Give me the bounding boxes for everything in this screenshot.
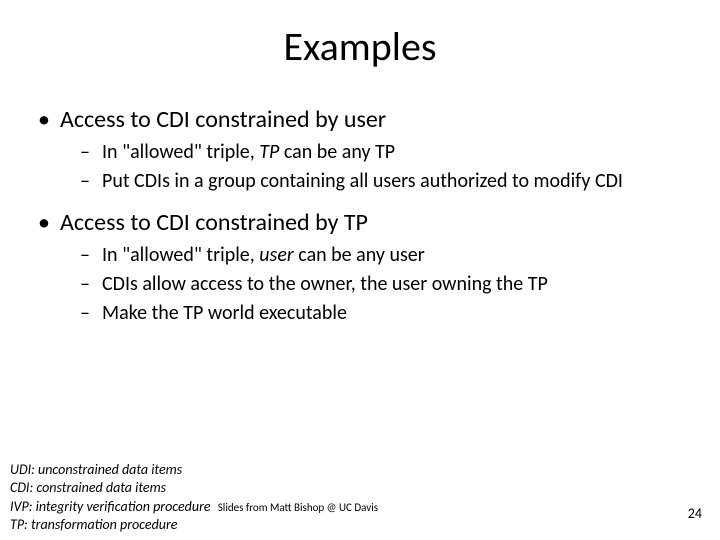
- italic-text: user: [259, 243, 293, 267]
- attribution-text: Slides from Matt Bishop @ UC Davis: [218, 501, 378, 514]
- footer-line: TP: transformation procedure: [10, 516, 378, 534]
- bullet-level1: Access to CDI constrained by user: [60, 105, 690, 134]
- italic-text: TP: [259, 140, 279, 164]
- body-area: Access to CDI constrained by user In "al…: [0, 81, 720, 326]
- page-number: 24: [688, 505, 702, 522]
- footer-line: UDI: unconstrained data items: [10, 461, 378, 479]
- text-fragment: In "allowed" triple,: [102, 140, 259, 164]
- footer-line: IVP: integrity verification procedure Sl…: [10, 498, 378, 516]
- bullet-level2: Put CDIs in a group containing all users…: [102, 169, 690, 194]
- text-fragment: can be any TP: [279, 140, 395, 164]
- footer-line: CDI: constrained data items: [10, 479, 378, 497]
- bullet-level2: In "allowed" triple, TP can be any TP: [102, 140, 690, 165]
- bullet-level2: Make the TP world executable: [102, 301, 690, 326]
- bullet-level2: CDIs allow access to the owner, the user…: [102, 272, 690, 297]
- text-fragment: In "allowed" triple,: [102, 243, 259, 267]
- bullet-level1: Access to CDI constrained by TP: [60, 208, 690, 237]
- bullet-level2: In "allowed" triple, user can be any use…: [102, 243, 690, 268]
- footer-text: IVP: integrity verification procedure: [10, 498, 211, 515]
- slide: Examples Access to CDI constrained by us…: [0, 0, 720, 540]
- footer-definitions: UDI: unconstrained data items CDI: const…: [10, 461, 378, 534]
- text-fragment: can be any user: [294, 243, 425, 267]
- slide-title: Examples: [0, 0, 720, 81]
